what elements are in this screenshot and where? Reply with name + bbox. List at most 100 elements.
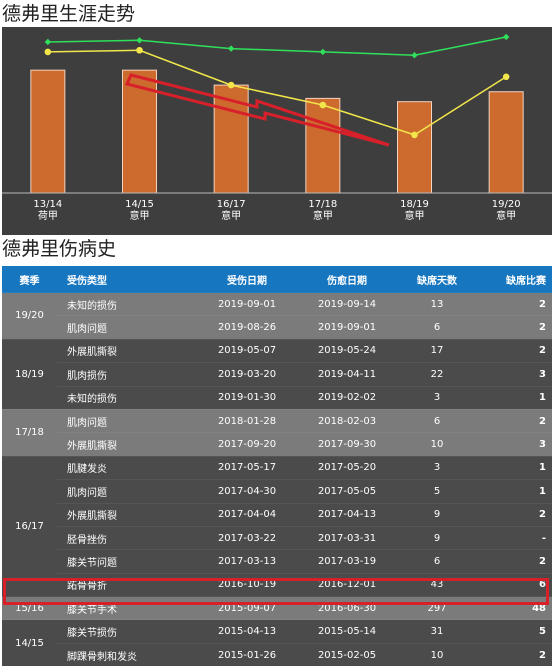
days-missed-cell: 9 — [397, 526, 477, 549]
days-missed-cell: 9 — [397, 503, 477, 526]
injury-type-cell: 肌腱发炎 — [57, 456, 197, 479]
recovery-date-cell: 2017-05-05 — [297, 480, 397, 503]
days-missed-cell: 10 — [397, 643, 477, 666]
series-point — [320, 49, 326, 55]
header-games-missed: 缺席比赛 — [477, 266, 552, 293]
days-missed-cell: 6 — [397, 409, 477, 432]
games-missed-cell: 1 — [477, 480, 552, 503]
injury-date-cell: 2017-05-17 — [197, 456, 297, 479]
injury-type-cell: 胫骨挫伤 — [57, 526, 197, 549]
injury-date-cell: 2015-01-26 — [197, 643, 297, 666]
injury-date-cell: 2019-03-20 — [197, 363, 297, 386]
recovery-date-cell: 2016-12-01 — [297, 573, 397, 596]
injury-type-cell: 膝关节损伤 — [57, 620, 197, 643]
games-missed-cell: 2 — [477, 316, 552, 339]
table-title: 德弗里伤病史 — [2, 237, 116, 261]
injury-date-cell: 2018-01-28 — [197, 409, 297, 432]
days-missed-cell: 17 — [397, 339, 477, 362]
injury-type-cell: 外展肌撕裂 — [57, 339, 197, 362]
x-tick-label: 13/14 — [33, 199, 62, 210]
career-trend-svg: 13/14荷甲14/15意甲16/17意甲17/18意甲18/19意甲19/20… — [2, 27, 552, 235]
line-series — [48, 37, 506, 55]
games-missed-cell: - — [477, 526, 552, 549]
x-tick-label: 意甲 — [130, 209, 150, 222]
recovery-date-cell: 2017-04-13 — [297, 503, 397, 526]
x-tick-label: 17/18 — [308, 199, 337, 210]
games-missed-cell: 2 — [477, 293, 552, 316]
days-missed-cell: 22 — [397, 363, 477, 386]
injury-type-cell: 未知的损伤 — [57, 293, 197, 316]
recovery-date-cell: 2016-06-30 — [297, 597, 397, 620]
recovery-date-cell: 2019-09-01 — [297, 316, 397, 339]
injury-type-cell: 外展肌撕裂 — [57, 503, 197, 526]
games-missed-cell: 2 — [477, 643, 552, 666]
recovery-date-cell: 2017-05-20 — [297, 456, 397, 479]
injury-date-cell: 2017-09-20 — [197, 433, 297, 456]
season-cell: 14/15 — [2, 620, 57, 666]
chart-bar — [398, 102, 432, 193]
recovery-date-cell: 2015-05-14 — [297, 620, 397, 643]
injury-date-cell: 2019-01-30 — [197, 386, 297, 409]
red-arrow-annotation — [127, 75, 389, 145]
season-cell: 18/19 — [2, 339, 57, 409]
injury-date-cell: 2015-04-13 — [197, 620, 297, 643]
recovery-date-cell: 2017-03-19 — [297, 550, 397, 573]
recovery-date-cell: 2019-05-24 — [297, 339, 397, 362]
series-point — [411, 132, 418, 139]
injury-type-cell: 未知的损伤 — [57, 386, 197, 409]
series-point — [45, 39, 51, 45]
days-missed-cell: 297 — [397, 597, 477, 620]
days-missed-cell: 3 — [397, 456, 477, 479]
chart-bar — [489, 92, 523, 193]
x-tick-label: 意甲 — [313, 209, 333, 222]
series-point — [136, 47, 143, 54]
header-injury-date: 受伤日期 — [197, 266, 297, 293]
x-tick-label: 意甲 — [405, 209, 425, 222]
games-missed-cell: 1 — [477, 456, 552, 479]
header-days-missed: 缺席天数 — [397, 266, 477, 293]
games-missed-cell: 6 — [477, 573, 552, 596]
recovery-date-cell: 2017-03-31 — [297, 526, 397, 549]
days-missed-cell: 6 — [397, 316, 477, 339]
injury-type-cell: 肌肉问题 — [57, 480, 197, 503]
injury-date-cell: 2019-08-26 — [197, 316, 297, 339]
injury-date-cell: 2016-10-19 — [197, 573, 297, 596]
injury-type-cell: 肌肉问题 — [57, 409, 197, 432]
header-season: 赛季 — [2, 266, 57, 293]
days-missed-cell: 10 — [397, 433, 477, 456]
recovery-date-cell: 2018-02-03 — [297, 409, 397, 432]
series-point — [136, 37, 142, 43]
chart-title: 德弗里生涯走势 — [2, 2, 135, 26]
games-missed-cell: 3 — [477, 433, 552, 456]
injury-date-cell: 2017-04-04 — [197, 503, 297, 526]
series-point — [320, 102, 327, 109]
recovery-date-cell: 2019-09-14 — [297, 293, 397, 316]
injury-date-cell: 2019-05-07 — [197, 339, 297, 362]
x-tick-label: 19/20 — [492, 199, 521, 210]
injury-type-cell: 跖骨骨折 — [57, 573, 197, 596]
injury-date-cell: 2015-09-07 — [197, 597, 297, 620]
x-tick-label: 16/17 — [217, 199, 246, 210]
injury-type-cell: 膝关节手术 — [57, 597, 197, 620]
x-tick-label: 意甲 — [221, 209, 241, 222]
games-missed-cell: 2 — [477, 409, 552, 432]
injury-date-cell: 2017-03-13 — [197, 550, 297, 573]
injury-date-cell: 2017-03-22 — [197, 526, 297, 549]
injury-type-cell: 膝关节问题 — [57, 550, 197, 573]
injury-type-cell: 肌肉问题 — [57, 316, 197, 339]
